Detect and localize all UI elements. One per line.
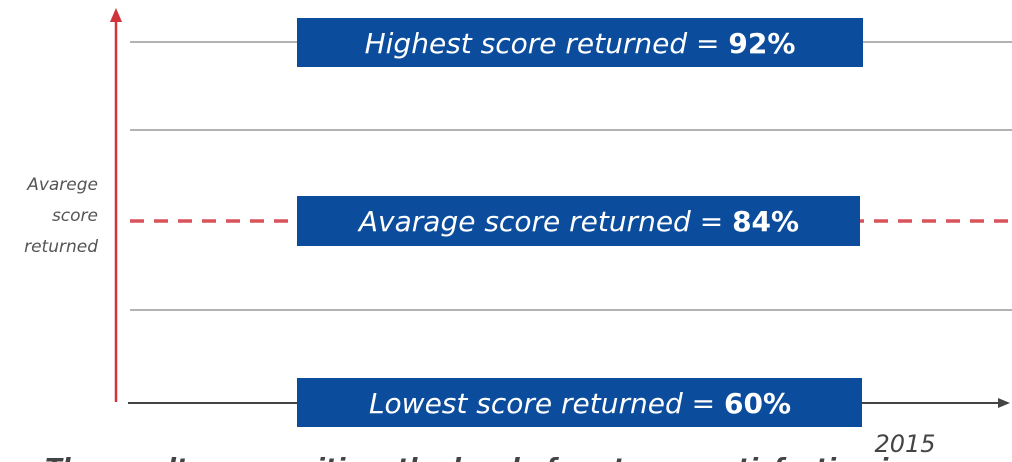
label-text: Avarage score returned = bbox=[357, 205, 732, 238]
average-label: Avarage score returned = 84% bbox=[357, 205, 799, 238]
highest-box bbox=[297, 18, 863, 67]
label-text: Lowest score returned = bbox=[369, 387, 724, 420]
y-axis-label: returned bbox=[24, 237, 98, 257]
lowest-label: Lowest score returned = 60% bbox=[369, 387, 791, 420]
x-axis-label: 2015 bbox=[874, 430, 935, 458]
highest-label: Highest score returned = 92% bbox=[365, 27, 796, 60]
lowest-box bbox=[297, 378, 862, 427]
label-value: 84% bbox=[732, 205, 799, 238]
label-value: 60% bbox=[724, 387, 791, 420]
y-axis-label: Avarege bbox=[26, 175, 98, 195]
label-text: Highest score returned = bbox=[365, 27, 729, 60]
y-axis-arrow bbox=[110, 8, 122, 22]
y-axis-label: score bbox=[52, 206, 98, 226]
label-value: 92% bbox=[728, 27, 795, 60]
footer-text: The results are positive, the level of c… bbox=[45, 453, 903, 462]
average-box bbox=[297, 196, 860, 246]
